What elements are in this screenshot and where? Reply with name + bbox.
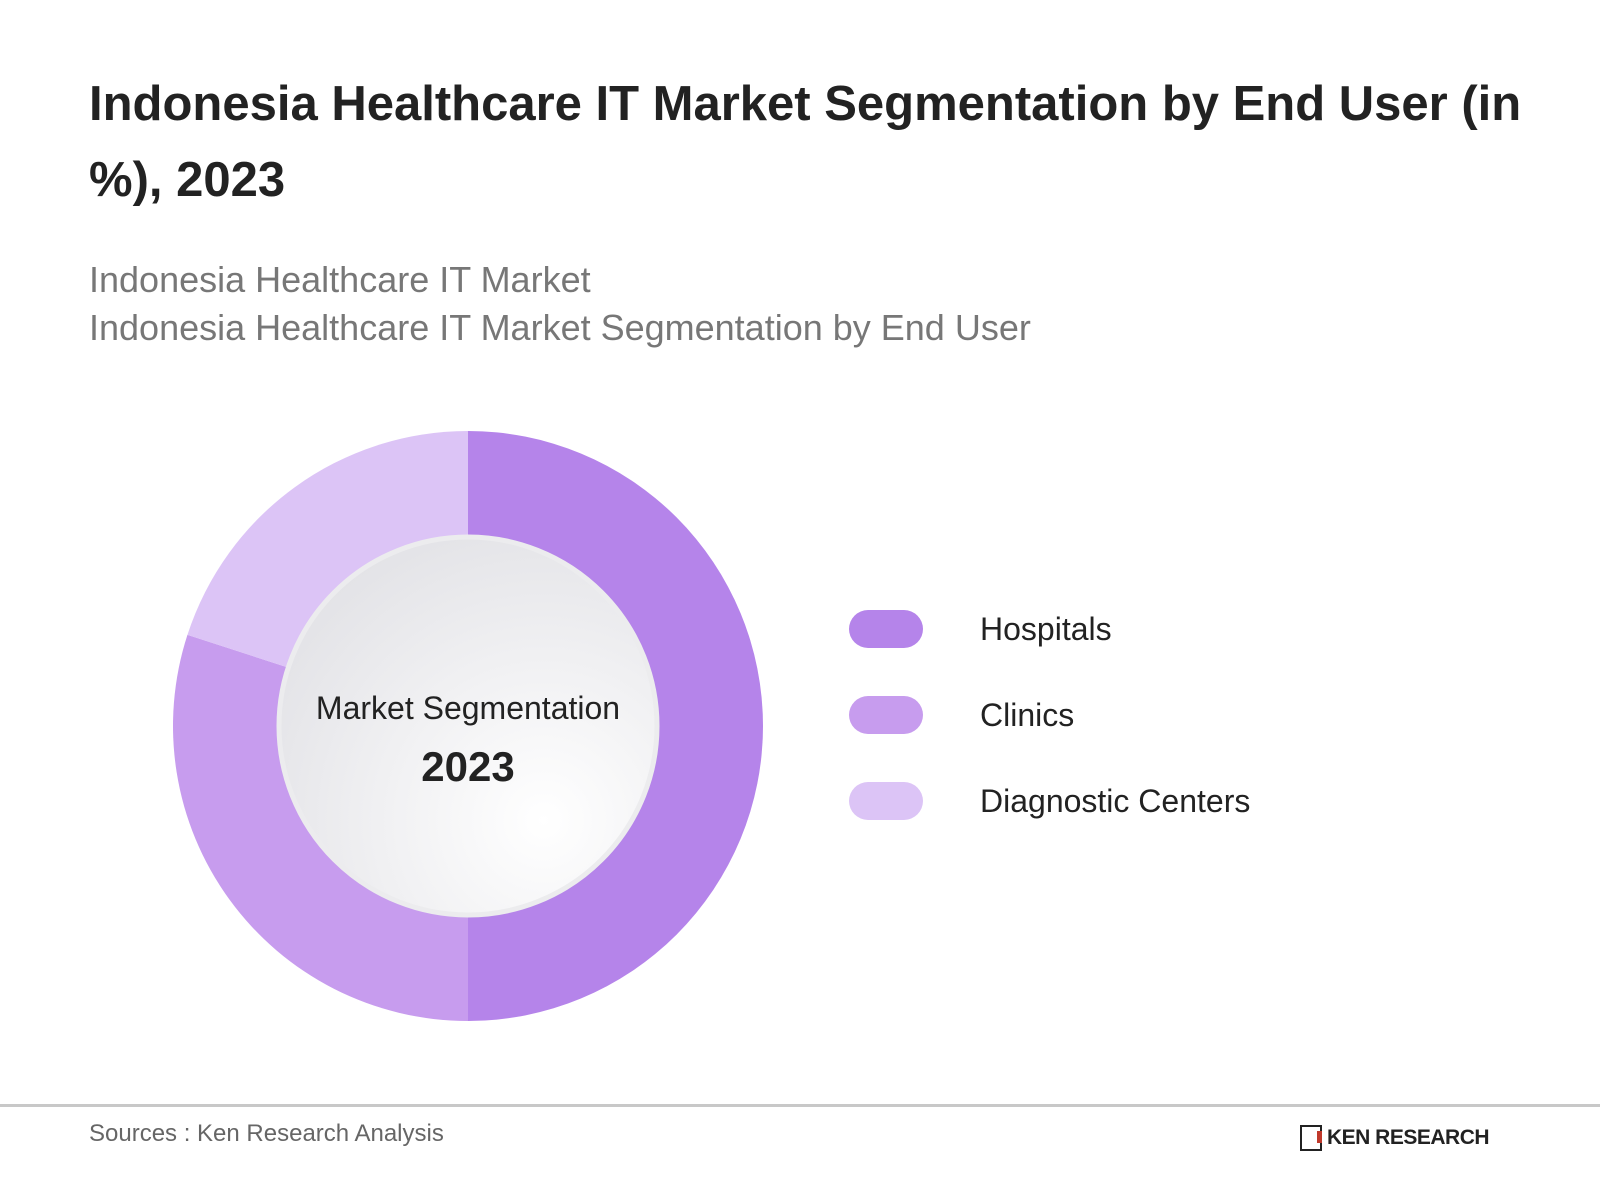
- subtitle-line-1: Indonesia Healthcare IT Market: [89, 259, 591, 300]
- legend-label: Diagnostic Centers: [980, 782, 1251, 819]
- legend-label: Hospitals: [980, 610, 1112, 647]
- donut-chart: Market Segmentation 2023: [172, 431, 763, 1021]
- subtitle-line-2: Indonesia Healthcare IT Market Segmentat…: [89, 307, 1031, 348]
- legend-swatch: [849, 696, 923, 734]
- legend-item-clinics: Clinics: [849, 696, 1074, 734]
- center-label: Market Segmentation: [316, 690, 620, 726]
- legend-item-diagnostic-centers: Diagnostic Centers: [849, 782, 1250, 820]
- ken-research-logo: KEN RESEARCH: [1300, 1125, 1490, 1151]
- chart-title: Indonesia Healthcare IT Market Segmentat…: [89, 77, 1522, 207]
- legend-label: Clinics: [980, 696, 1075, 733]
- logo-text: KEN RESEARCH: [1327, 1126, 1490, 1149]
- donut-center: [276, 534, 660, 918]
- legend-swatch: [849, 610, 923, 648]
- logo-k-icon: [1300, 1125, 1322, 1151]
- legend-item-hospitals: Hospitals: [849, 610, 1112, 648]
- footer-divider: [0, 1104, 1600, 1107]
- center-value: 2023: [421, 743, 514, 790]
- source-note: Sources : Ken Research Analysis: [89, 1120, 444, 1147]
- legend-swatch: [849, 782, 923, 820]
